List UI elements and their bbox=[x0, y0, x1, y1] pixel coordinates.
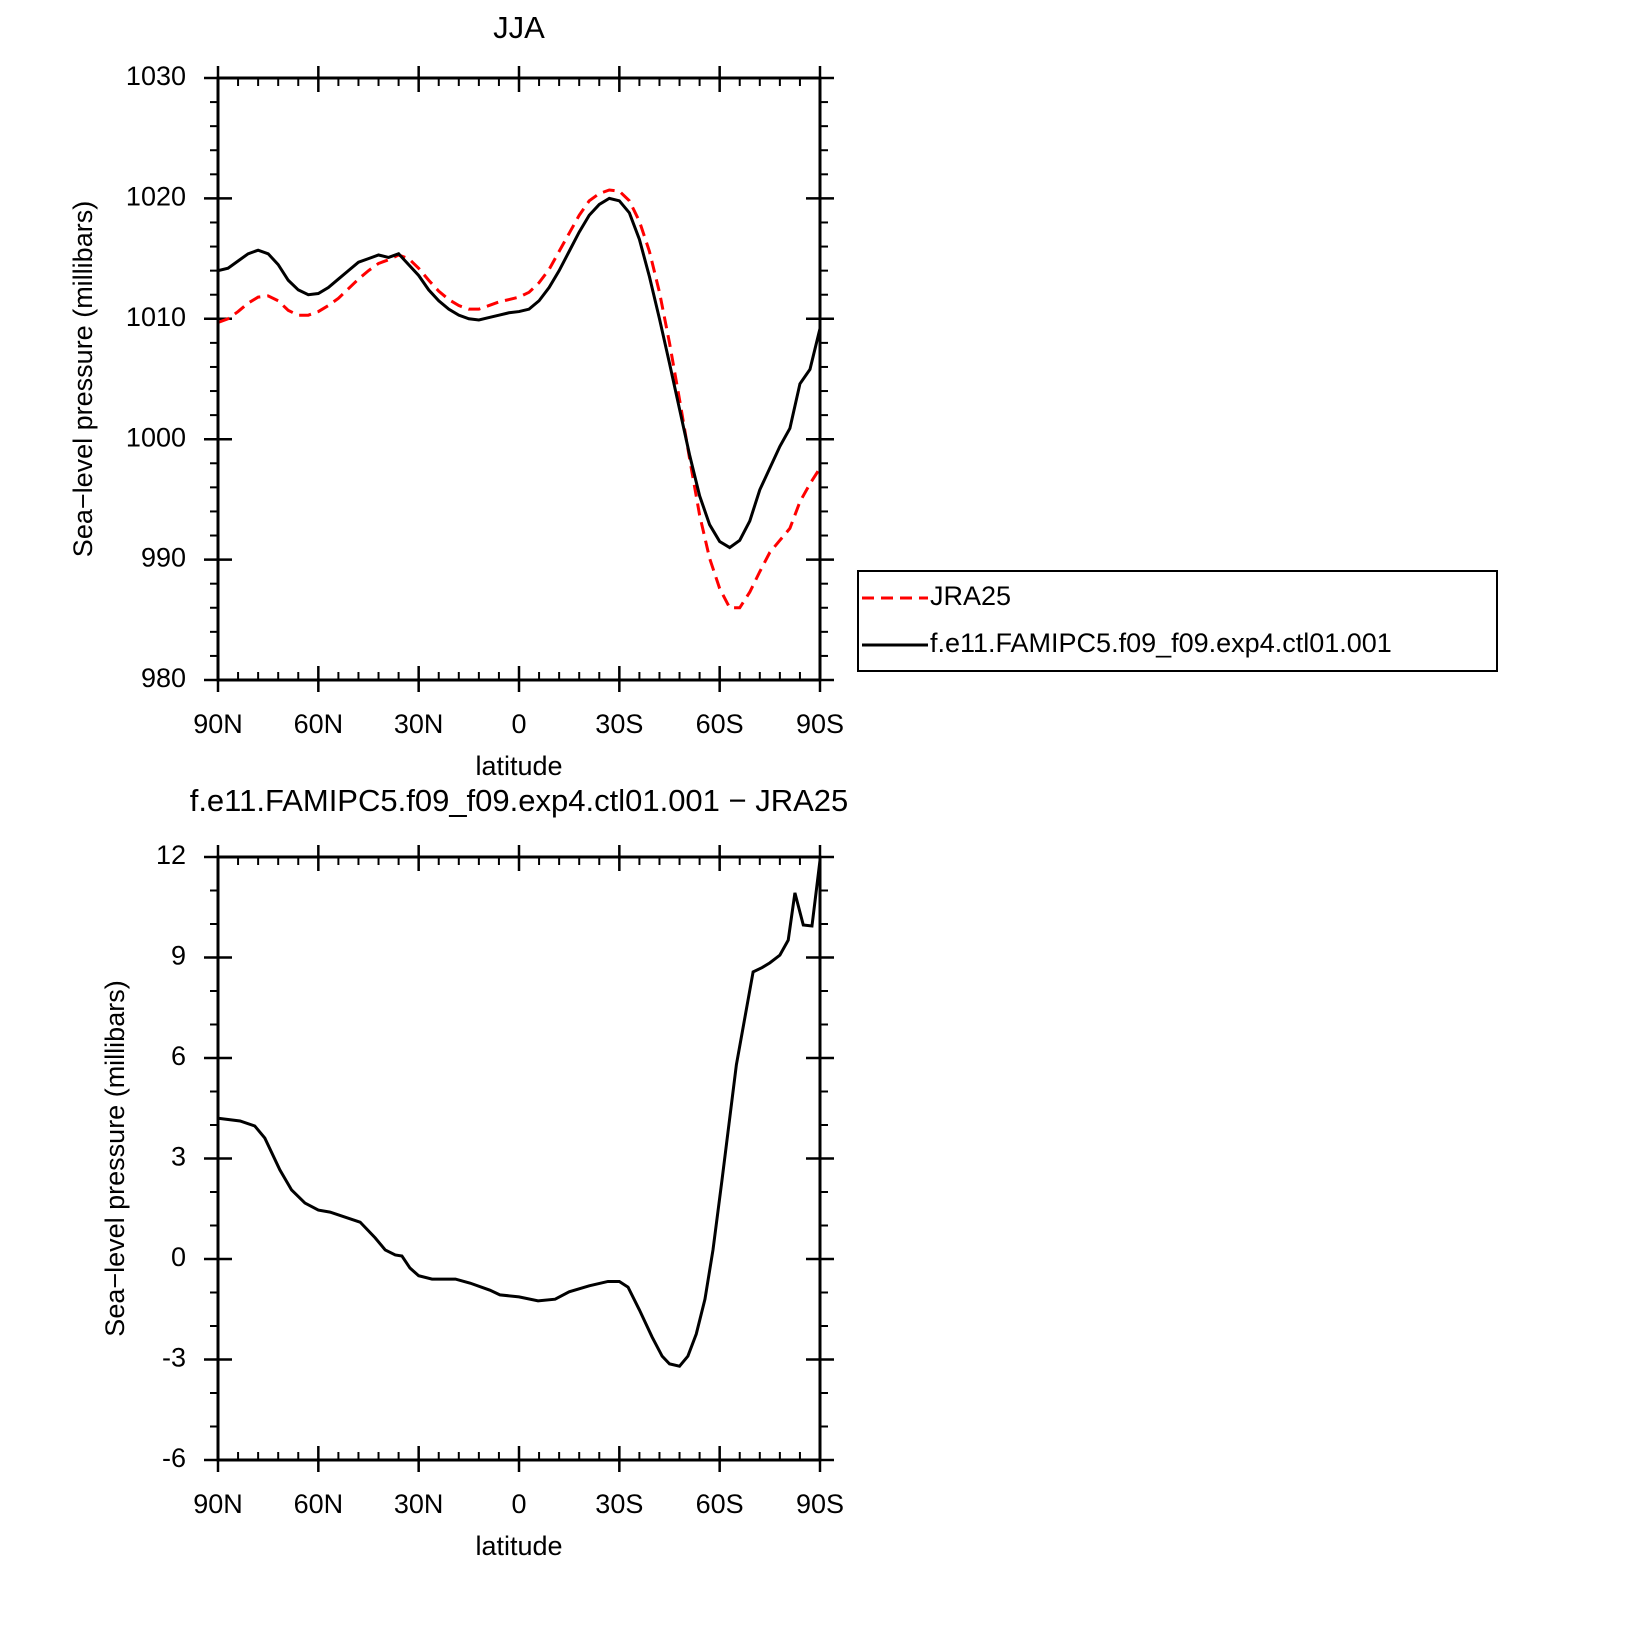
x-tick-label: 30N bbox=[394, 1489, 444, 1519]
plot-frame bbox=[216, 855, 822, 1462]
x-tick-label: 90S bbox=[796, 1489, 844, 1519]
legend-label: JRA25 bbox=[930, 581, 1011, 611]
y-tick-label: 9 bbox=[171, 941, 186, 971]
x-tick-label: 90S bbox=[796, 709, 844, 739]
plot-frame bbox=[216, 76, 822, 682]
x-tick-label: 60S bbox=[696, 709, 744, 739]
y-axis-label: Sea−level pressure (millibars) bbox=[68, 201, 98, 557]
y-tick-label: -6 bbox=[162, 1443, 186, 1473]
y-tick-label: 1000 bbox=[126, 422, 186, 452]
y-tick-label: 1030 bbox=[126, 61, 186, 91]
x-tick-label: 60S bbox=[696, 1489, 744, 1519]
x-tick-label: 90N bbox=[193, 709, 243, 739]
y-tick-label: 1020 bbox=[126, 182, 186, 212]
x-axis-label: latitude bbox=[475, 1531, 562, 1561]
x-tick-label: 30N bbox=[394, 709, 444, 739]
y-tick-label: 980 bbox=[141, 663, 186, 693]
x-tick-label: 0 bbox=[511, 1489, 526, 1519]
data-line bbox=[218, 188, 820, 610]
y-tick-label: 0 bbox=[171, 1242, 186, 1272]
y-axis-label: Sea−level pressure (millibars) bbox=[100, 980, 130, 1336]
legend-label: f.e11.FAMIPC5.f09_f09.exp4.ctl01.001 bbox=[930, 628, 1392, 658]
x-tick-label: 60N bbox=[294, 709, 344, 739]
x-tick-label: 0 bbox=[511, 709, 526, 739]
legend-box bbox=[857, 570, 1498, 672]
y-tick-label: -3 bbox=[162, 1343, 186, 1373]
x-tick-label: 60N bbox=[294, 1489, 344, 1519]
x-tick-label: 30S bbox=[595, 709, 643, 739]
chart-title: f.e11.FAMIPC5.f09_f09.exp4.ctl01.001 − J… bbox=[190, 783, 849, 818]
x-tick-label: 90N bbox=[193, 1489, 243, 1519]
y-tick-label: 6 bbox=[171, 1041, 186, 1071]
data-line bbox=[218, 196, 820, 550]
y-tick-label: 12 bbox=[156, 840, 186, 870]
x-axis-label: latitude bbox=[475, 751, 562, 781]
y-tick-label: 990 bbox=[141, 543, 186, 573]
y-tick-label: 1010 bbox=[126, 302, 186, 332]
data-line bbox=[218, 860, 820, 1368]
y-tick-label: 3 bbox=[171, 1142, 186, 1172]
chart-title: JJA bbox=[493, 10, 545, 45]
x-tick-label: 30S bbox=[595, 1489, 643, 1519]
